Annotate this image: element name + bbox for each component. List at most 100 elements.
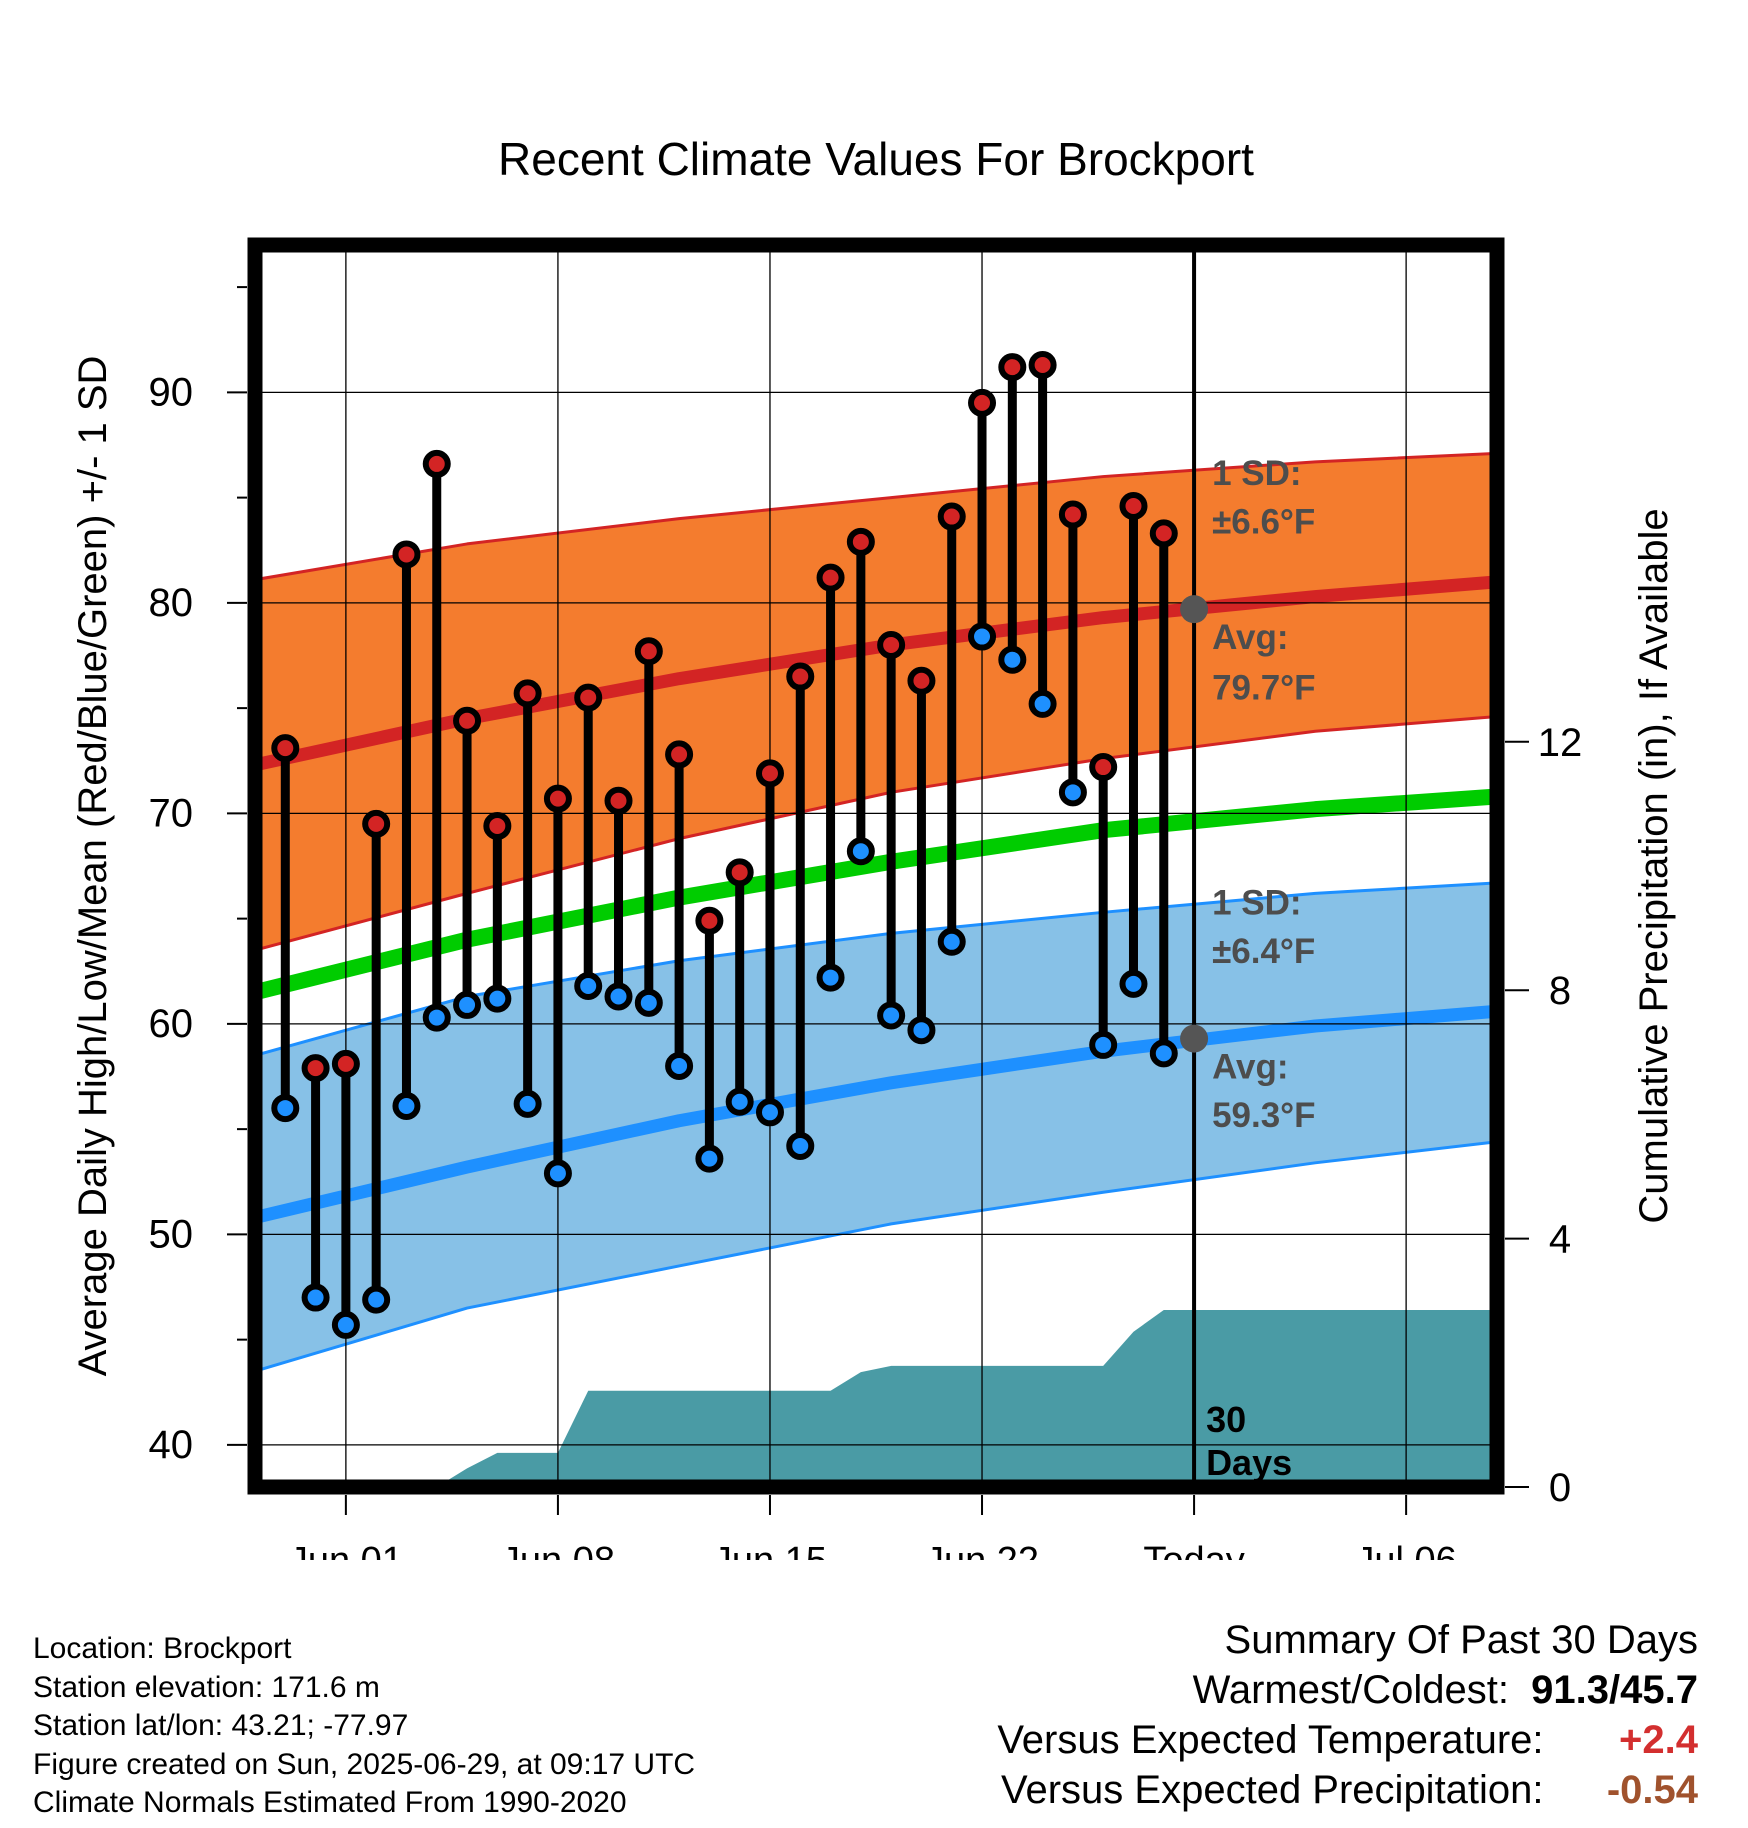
- daily-high-point: [786, 662, 815, 691]
- x-tick-label: Jul 06: [1355, 1540, 1456, 1560]
- daily-low-point: [846, 837, 875, 866]
- daily-high-point: [725, 858, 754, 887]
- today-days-count: 30: [1206, 1399, 1246, 1440]
- created-text: Figure created on Sun, 2025-06-29, at 09…: [33, 1747, 696, 1781]
- location-text: Location: Brockport: [33, 1632, 292, 1665]
- daily-high-point: [422, 449, 451, 478]
- y-left-tick-label: 70: [149, 791, 194, 835]
- low-sd-band-lower-edge: [255, 1140, 1497, 1373]
- daily-high-point: [301, 1054, 330, 1083]
- daily-high-point: [1089, 753, 1118, 782]
- daily-high-point: [392, 540, 421, 569]
- daily-high-point: [1058, 500, 1087, 529]
- daily-high-point: [695, 906, 724, 935]
- elevation-text: Station elevation: 171.6 m: [33, 1670, 380, 1704]
- low-avg-value: 59.3°F: [1212, 1096, 1316, 1135]
- plot-area: [255, 245, 1497, 1487]
- x-tick-label: Jun 15: [713, 1540, 827, 1560]
- daily-low-point: [1089, 1030, 1118, 1059]
- summary-precip: Versus Expected Precipitation: -0.54: [997, 1765, 1698, 1815]
- daily-high-point: [634, 637, 663, 666]
- daily-low-point: [362, 1285, 391, 1314]
- daily-high-point: [362, 809, 391, 838]
- warmest-coldest-label: Warmest/Coldest:: [1192, 1668, 1509, 1712]
- daily-high-point: [453, 706, 482, 735]
- daily-high-point: [968, 388, 997, 417]
- station-info: Location: Brockport Station elevation: 1…: [33, 1630, 695, 1823]
- daily-low-point: [725, 1087, 754, 1116]
- high-avg-label: Avg:: [1212, 618, 1288, 657]
- y-left-tick-label: 80: [149, 581, 194, 625]
- high-sd-band-upper-edge: [255, 451, 1497, 582]
- daily-low-point: [1028, 689, 1057, 718]
- summary-panel: Summary Of Past 30 Days Warmest/Coldest:…: [997, 1615, 1698, 1815]
- warmest-coldest-value: 91.3/45.7: [1531, 1668, 1698, 1712]
- y-right-axis-label: Cumulative Precipitation (in), If Availa…: [1632, 508, 1676, 1223]
- daily-low-point: [453, 990, 482, 1019]
- summary-title: Summary Of Past 30 Days: [1224, 1618, 1698, 1662]
- daily-high-point: [1119, 492, 1148, 521]
- daily-low-point: [392, 1091, 421, 1120]
- x-tick-label: Jun 01: [289, 1540, 403, 1560]
- daily-low-point: [513, 1089, 542, 1118]
- normals-text: Climate Normals Estimated From 1990-2020: [33, 1786, 627, 1819]
- daily-high-point: [755, 759, 784, 788]
- y-left-axis-label: Average Daily High/Low/Mean (Red/Blue/Gr…: [71, 356, 115, 1377]
- summary-warmest-coldest: Warmest/Coldest: 91.3/45.7: [997, 1665, 1698, 1715]
- temp-departure-label: Versus Expected Temperature:: [997, 1718, 1544, 1762]
- precip-departure-label: Versus Expected Precipitation:: [1001, 1768, 1544, 1812]
- daily-low-point: [422, 1003, 451, 1032]
- daily-high-point: [937, 502, 966, 531]
- precip-departure-value: -0.54: [1606, 1768, 1698, 1812]
- low-sd-band: [255, 882, 1497, 1372]
- daily-low-point: [271, 1094, 300, 1123]
- high-sd-value: ±6.6°F: [1212, 502, 1315, 541]
- temp-departure-value: +2.4: [1619, 1718, 1698, 1762]
- daily-low-point: [877, 1001, 906, 1030]
- daily-low-point: [574, 971, 603, 1000]
- daily-high-point: [513, 679, 542, 708]
- daily-low-point: [907, 1016, 936, 1045]
- daily-high-point: [877, 630, 906, 659]
- low-sd-value: ±6.4°F: [1212, 932, 1315, 971]
- x-tick-label: Jun 08: [501, 1540, 615, 1560]
- summary-temp: Versus Expected Temperature: +2.4: [997, 1715, 1698, 1765]
- chart-title: Recent Climate Values For Brockport: [498, 133, 1254, 185]
- daily-high-point: [543, 784, 572, 813]
- daily-low-point: [1149, 1039, 1178, 1068]
- x-tick-label: Today: [1143, 1540, 1244, 1560]
- today-avg-low-marker: [1180, 1024, 1209, 1053]
- daily-high-point: [816, 563, 845, 592]
- daily-high-point: [574, 683, 603, 712]
- daily-high-point: [1028, 350, 1057, 379]
- latlon-text: Station lat/lon: 43.21; -77.97: [33, 1709, 409, 1742]
- daily-low-point: [301, 1283, 330, 1312]
- daily-low-point: [937, 927, 966, 956]
- daily-low-point: [755, 1098, 784, 1127]
- daily-low-point: [968, 622, 997, 651]
- y-right-tick-label: 4: [1549, 1218, 1571, 1262]
- precip-area: [255, 1310, 1497, 1487]
- y-left-tick-label: 60: [149, 1002, 194, 1046]
- low-sd-label: 1 SD:: [1212, 883, 1301, 922]
- high-sd-label: 1 SD:: [1212, 454, 1301, 493]
- y-right-tick-label: 0: [1549, 1466, 1571, 1510]
- daily-high-point: [665, 740, 694, 769]
- daily-high-point: [998, 353, 1027, 382]
- daily-high-point: [846, 527, 875, 556]
- daily-low-point: [665, 1051, 694, 1080]
- y-right-tick-label: 12: [1538, 721, 1583, 765]
- daily-high-point: [604, 786, 633, 815]
- daily-high-point: [483, 812, 512, 841]
- low-avg-label: Avg:: [1212, 1048, 1288, 1087]
- high-sd-band: [255, 453, 1497, 951]
- climate-chart: 1 SD: ±6.6°F Avg: 79.7°F 1 SD: ±6.4°F Avg: 59.3…: [71, 133, 1676, 1560]
- daily-low-point: [331, 1310, 360, 1339]
- daily-low-point: [695, 1144, 724, 1173]
- plot-frame: [247, 237, 1505, 1495]
- y-left-tick-label: 90: [149, 370, 194, 414]
- daily-low-point: [634, 988, 663, 1017]
- daily-low-point: [1119, 969, 1148, 998]
- daily-high-point: [271, 734, 300, 763]
- daily-low-point: [816, 963, 845, 992]
